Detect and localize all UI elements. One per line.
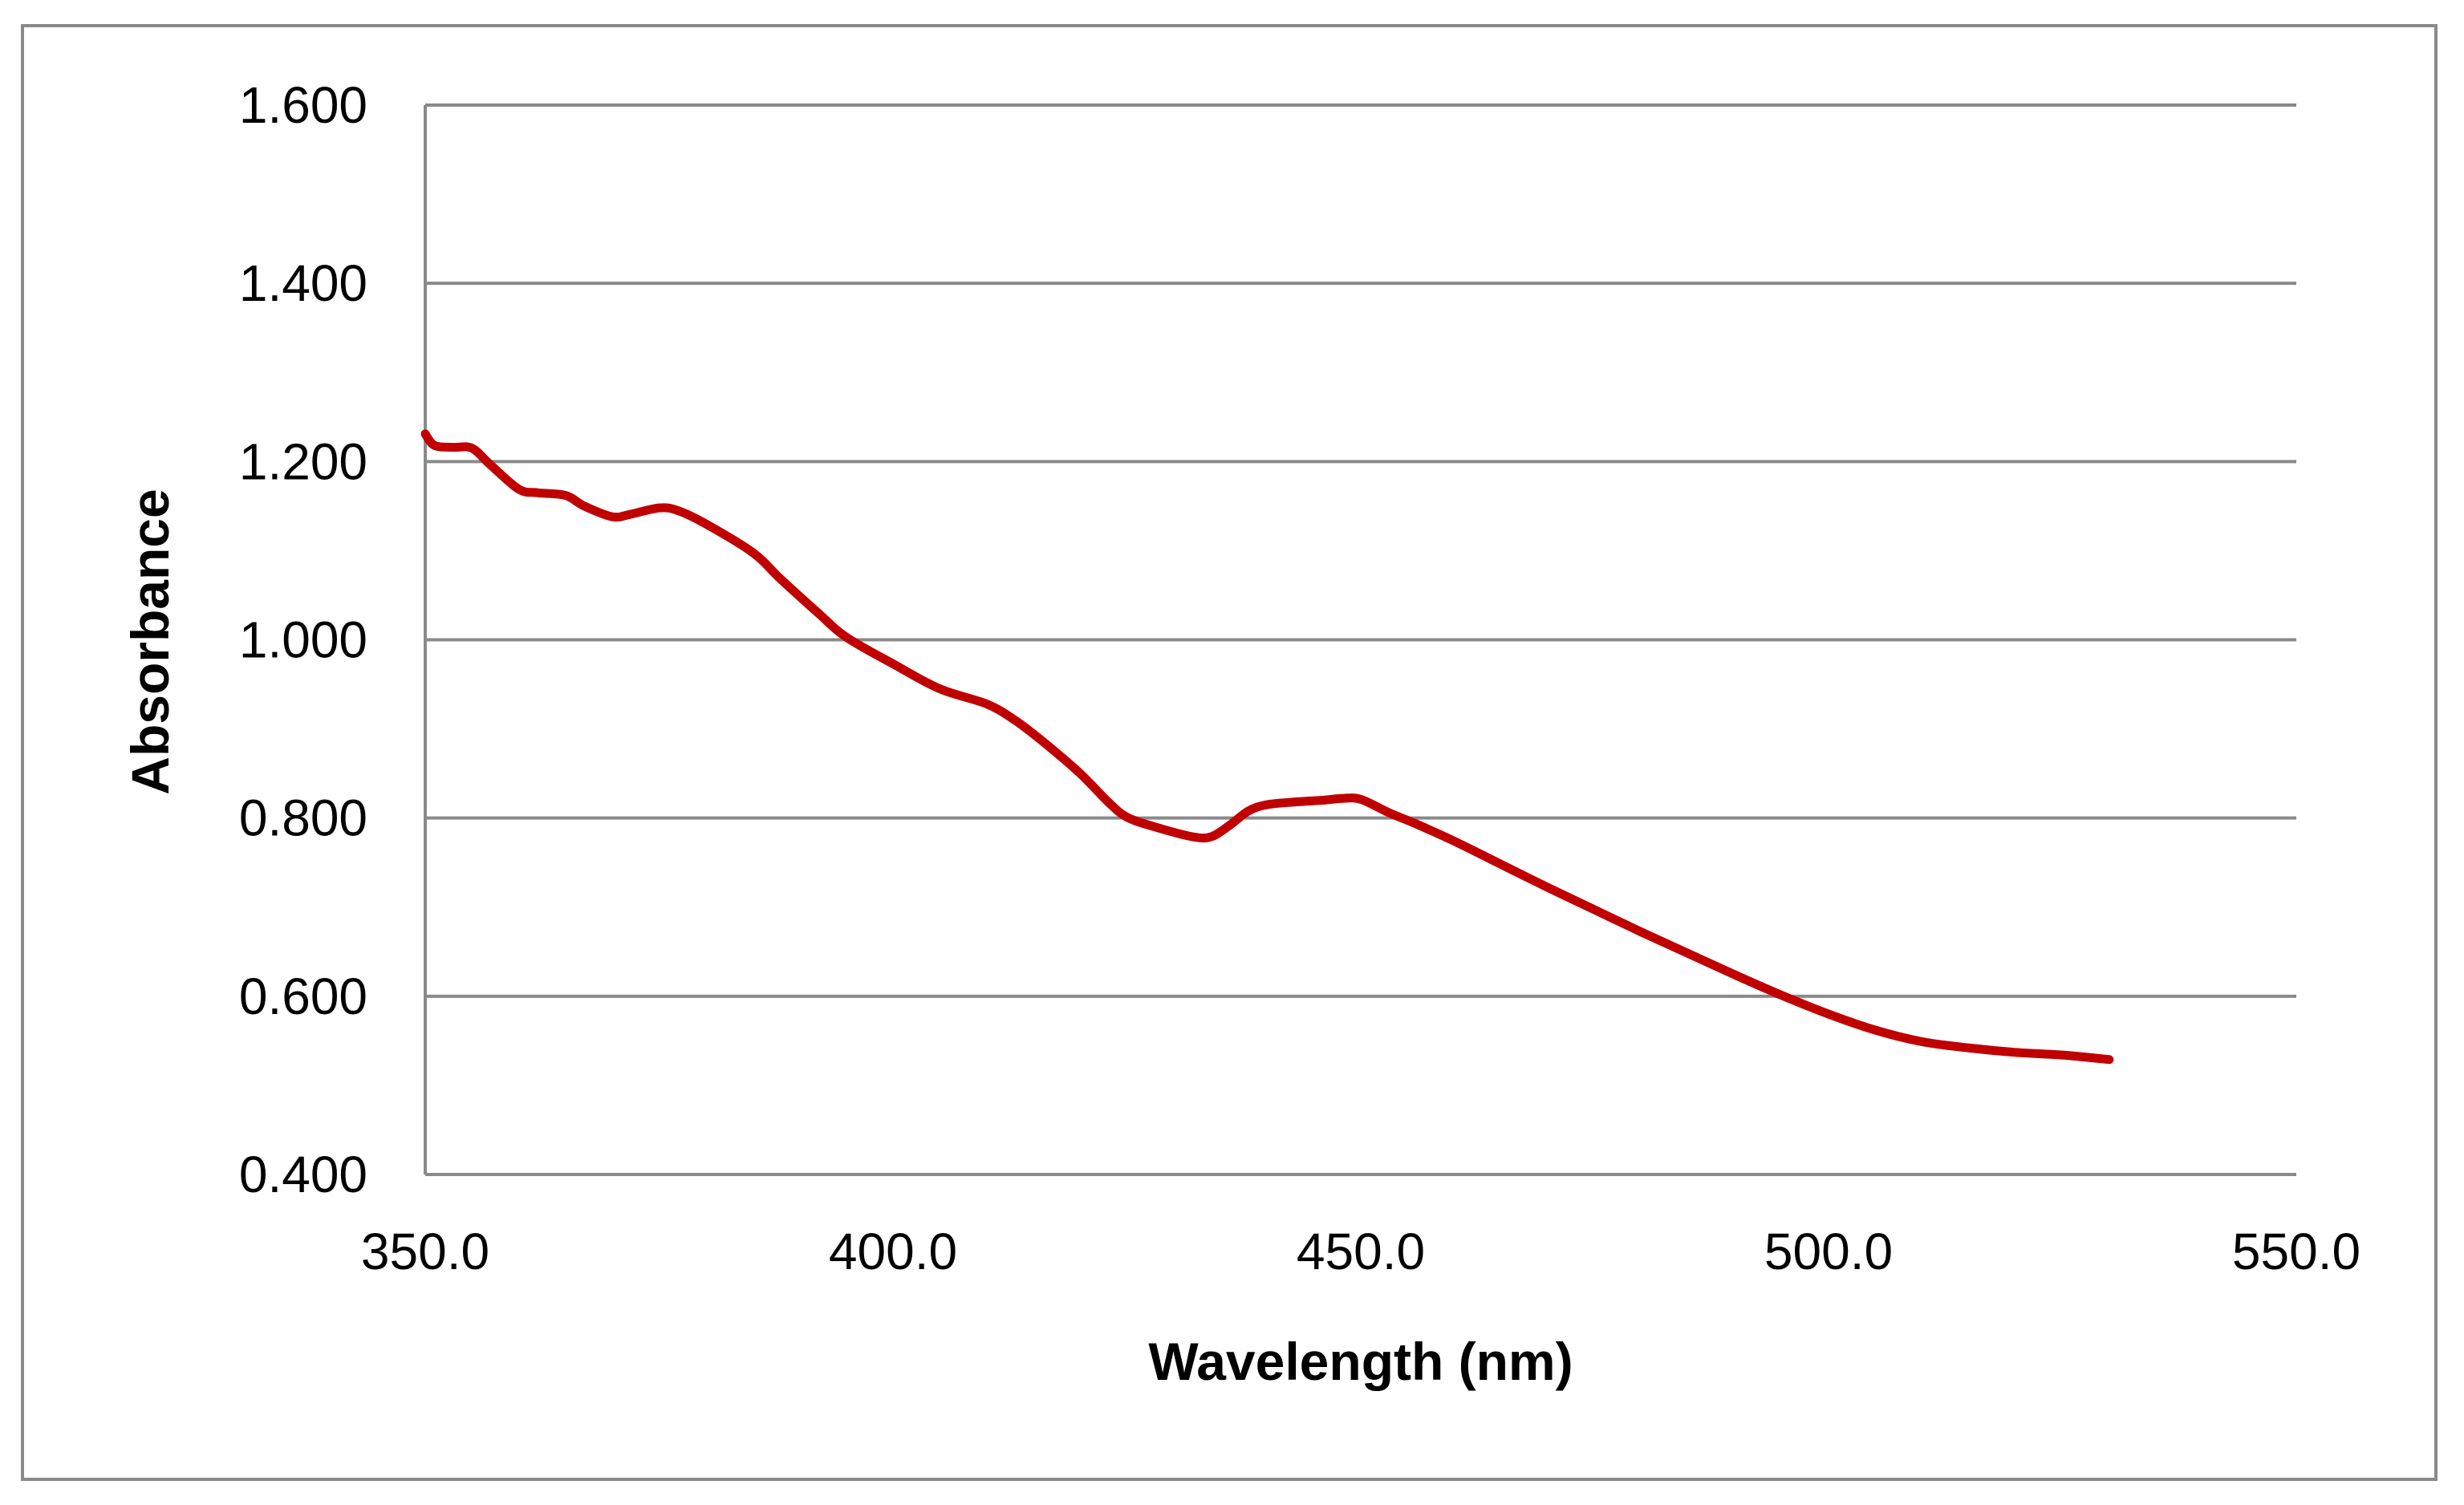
x-tick-label: 500.0 — [1764, 1223, 1893, 1280]
y-tick-label: 1.400 — [239, 254, 367, 312]
x-tick-label: 450.0 — [1297, 1223, 1425, 1280]
gridlines — [425, 103, 2296, 1176]
series — [420, 429, 2114, 1065]
y-tick-label: 1.200 — [239, 432, 367, 490]
y-tick-label: 0.400 — [239, 1146, 367, 1203]
x-axis-title: Wavelength (nm) — [1148, 1332, 1573, 1391]
y-tick-label: 1.000 — [239, 611, 367, 669]
x-tick-label: 350.0 — [361, 1223, 489, 1280]
series-line-0 — [420, 429, 2114, 1065]
x-tick-label: 550.0 — [2232, 1223, 2360, 1280]
y-tick-label: 0.600 — [239, 968, 367, 1025]
y-tick-labels: 0.400 0.600 0.800 1.000 1.200 1.400 1.600 — [239, 76, 367, 1203]
x-tick-label: 400.0 — [829, 1223, 957, 1280]
x-tick-labels: 350.0 400.0 450.0 500.0 550.0 — [361, 1223, 2360, 1280]
y-tick-label: 0.800 — [239, 789, 367, 847]
y-tick-label: 1.600 — [239, 76, 367, 134]
y-axis-title: Absorbance — [120, 489, 180, 794]
